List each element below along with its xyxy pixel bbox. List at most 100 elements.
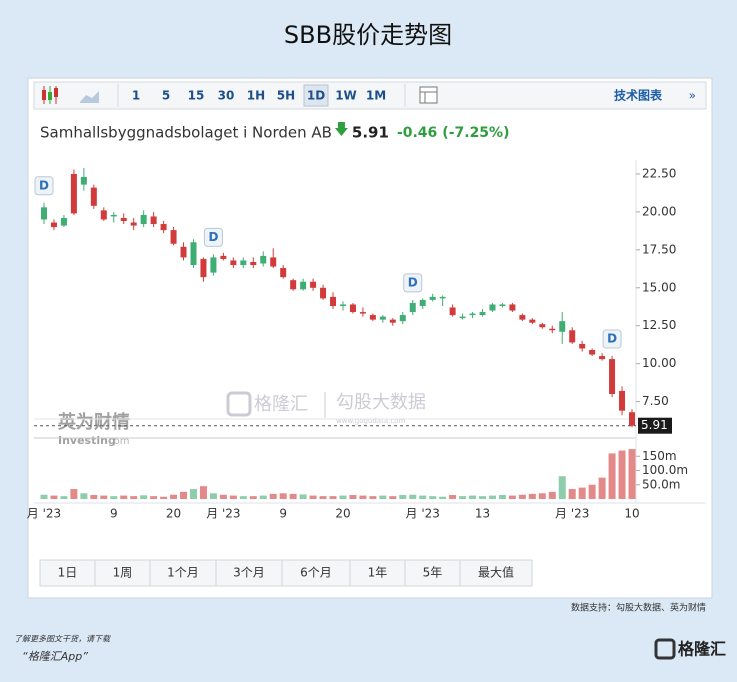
range-button-bg[interactable] (215, 559, 283, 587)
volume-bar (160, 496, 168, 499)
candle (439, 295, 446, 306)
candle (220, 252, 227, 261)
logo-text: 格隆汇 (678, 640, 726, 659)
x-tick-label: 9 (110, 507, 118, 521)
volume-bar (548, 491, 556, 499)
dividend-label: D (607, 332, 617, 346)
volume-bar (379, 495, 387, 499)
area-icon[interactable] (80, 91, 99, 103)
candle-body (180, 246, 187, 258)
promo-app: “格隆汇App” (22, 650, 88, 663)
candle-body (140, 214, 147, 225)
candle-body (50, 222, 57, 228)
range-button-bg[interactable] (404, 559, 461, 587)
volume-bar (219, 494, 227, 499)
candle-body (290, 280, 297, 290)
volume-bar (40, 494, 48, 499)
candle-body (270, 257, 277, 267)
volume-bar (90, 495, 98, 499)
candle-body (260, 255, 267, 264)
range-button[interactable]: 5年 (423, 566, 443, 580)
volume-bar (110, 496, 118, 499)
volume-bar (588, 484, 596, 499)
volume-bar (50, 495, 58, 499)
interval-button[interactable]: 1D (307, 89, 325, 103)
candle-body (529, 319, 536, 323)
range-button[interactable]: 1周 (113, 566, 133, 580)
promo-text: 了解更多图文干货，请下载 (14, 635, 111, 644)
more-arrow[interactable]: » (689, 89, 696, 103)
interval-active (303, 84, 329, 107)
instrument-name: Samhallsbyggnadsbolaget i Norden AB (40, 124, 332, 142)
range-button[interactable]: 1年 (368, 566, 388, 580)
interval-button[interactable]: 15 (188, 89, 205, 103)
interval-button[interactable]: 30 (218, 89, 235, 103)
tech-chart-link[interactable]: 技术图表 (614, 88, 663, 103)
volume-bar (289, 493, 297, 499)
interval-button[interactable]: 5 (162, 89, 170, 103)
candle-body (489, 304, 496, 311)
candle-body (379, 316, 386, 320)
candle-body (110, 214, 117, 217)
candle (509, 302, 516, 313)
volume-bar (399, 495, 407, 499)
candle-body (609, 359, 616, 394)
candle (250, 257, 257, 269)
y-tick-label: 7.50 (642, 394, 669, 408)
volume-bar (229, 495, 237, 499)
range-button[interactable]: 1日 (58, 566, 78, 580)
candle (290, 278, 297, 291)
candle-body (369, 315, 376, 320)
volume-bar (439, 496, 447, 499)
candle-body (310, 281, 317, 288)
volume-bar (469, 495, 477, 499)
interval-button[interactable]: 1 (132, 89, 140, 103)
volume-bar (259, 495, 267, 499)
interval-button[interactable]: 1W (335, 89, 357, 103)
candle (150, 211, 157, 228)
range-button[interactable]: 1个月 (167, 566, 199, 580)
range-button-bg[interactable] (39, 559, 96, 587)
candle (609, 356, 616, 398)
candle (80, 167, 87, 191)
volume-bar (309, 495, 317, 499)
volume-bar (508, 495, 516, 499)
table-icon[interactable] (419, 86, 438, 104)
candle-body (130, 222, 137, 226)
candle-body (359, 312, 366, 314)
volume-bar (528, 493, 536, 499)
watermark-cn: 英为财情 (57, 411, 130, 433)
interval-button[interactable]: 1M (366, 89, 386, 103)
down-arrow (334, 122, 348, 136)
interval-button[interactable]: 5H (277, 89, 295, 103)
watermark: 英为财情 Investing .com (57, 411, 130, 447)
candle-body (80, 176, 87, 185)
page-title: SBB股价走势图 (284, 21, 452, 49)
candle-body (349, 304, 356, 313)
volume-bar (389, 496, 397, 499)
range-button-bg[interactable] (459, 559, 533, 587)
watermark-2: 格隆汇 勾股大数据 www.gogudata.com (226, 391, 426, 425)
volume-bar (269, 493, 277, 499)
range-button[interactable]: 3个月 (233, 566, 265, 580)
x-tick-label: 9 (279, 507, 287, 521)
range-button-bg[interactable] (94, 559, 151, 587)
volume-bar (60, 496, 68, 499)
x-tick-label: 月 '23 (555, 507, 589, 521)
candle-body (629, 412, 635, 426)
volume-bar (349, 495, 357, 499)
range-button-bg[interactable] (281, 559, 351, 587)
y2-tick-label: 150m (642, 449, 677, 463)
volume-bar (189, 489, 197, 499)
price-change-percent: (-7.25%) (442, 125, 509, 141)
candle-body (499, 304, 506, 306)
volume-bar (70, 489, 78, 499)
candle (200, 257, 207, 282)
candle-icon[interactable] (42, 86, 58, 104)
volume-bar (498, 495, 506, 499)
interval-button[interactable]: 1H (247, 89, 265, 103)
range-button[interactable]: 6个月 (300, 566, 332, 580)
candle (589, 348, 596, 357)
range-button[interactable]: 最大值 (478, 565, 514, 580)
